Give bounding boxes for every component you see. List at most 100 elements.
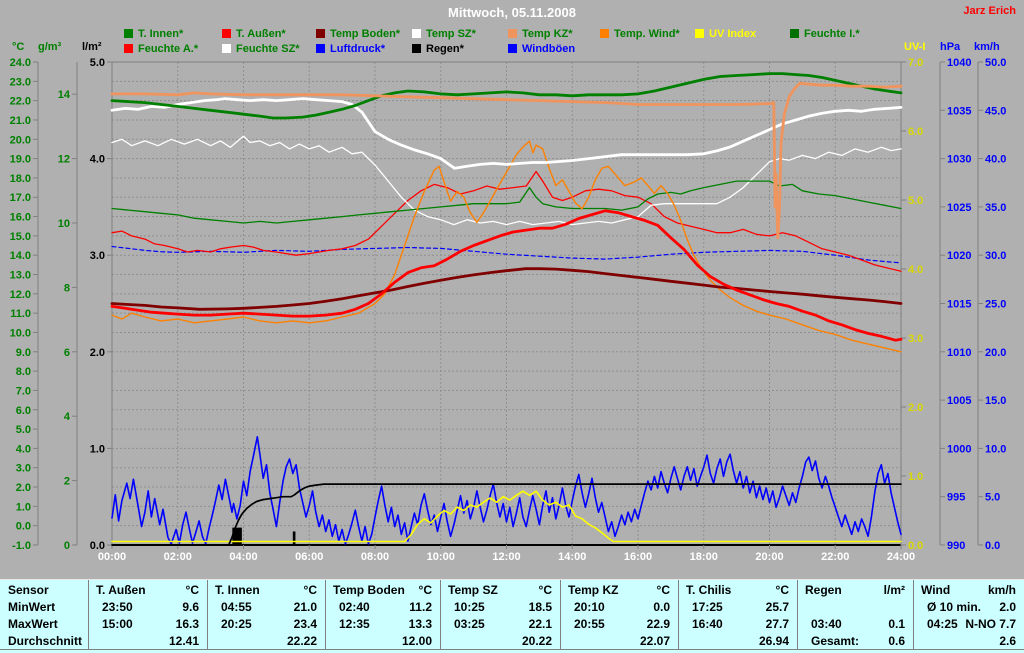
sensor-value: 18.5 — [528, 600, 552, 614]
table-divider — [797, 580, 798, 649]
svg-text:2.0: 2.0 — [16, 482, 31, 494]
svg-text:-1.0: -1.0 — [12, 540, 31, 552]
sensor-name: Temp KZ — [568, 583, 619, 597]
legend-swatch-icon — [790, 29, 799, 38]
svg-text:10:00: 10:00 — [427, 551, 455, 563]
table-row-label: MinWert — [8, 600, 56, 614]
svg-text:30.0: 30.0 — [985, 250, 1006, 262]
sensor-value: 21.0 — [293, 600, 317, 614]
svg-text:0: 0 — [64, 540, 70, 552]
svg-text:4.0: 4.0 — [908, 264, 923, 276]
series-windboeen — [111, 435, 902, 545]
sensor-time: Ø 10 min. — [927, 600, 982, 614]
svg-text:15.0: 15.0 — [10, 231, 31, 243]
table-divider — [678, 580, 679, 649]
sensor-unit: °C — [418, 583, 432, 597]
sensor-table: Sensor MinWert MaxWert Durchschnitt T. Außen… — [0, 579, 1024, 653]
legend-swatch-icon — [316, 29, 325, 38]
svg-text:24.0: 24.0 — [10, 57, 31, 69]
series-t_aussen — [110, 209, 903, 342]
chart-title: Mittwoch, 05.11.2008 — [448, 5, 576, 20]
svg-text:995: 995 — [947, 492, 965, 504]
svg-text:19.0: 19.0 — [10, 154, 31, 166]
sensor-unit: °C — [775, 583, 789, 597]
legend-label: Temp. Wind* — [614, 28, 680, 40]
legend-label: Feuchte A.* — [138, 43, 199, 55]
svg-text:1030: 1030 — [947, 154, 971, 166]
series-regen — [111, 483, 902, 546]
table-row-label: Sensor — [8, 583, 49, 597]
svg-text:10: 10 — [58, 218, 70, 230]
legend-label: Temp SZ* — [426, 28, 476, 40]
legend-label: Regen* — [426, 43, 464, 55]
legend-swatch-icon — [412, 29, 421, 38]
sensor-value: N-NO 7.7 — [965, 617, 1016, 631]
y-axes: 24.023.022.021.020.019.018.017.016.015.0… — [10, 57, 1007, 552]
sensor-time: 04:55 — [221, 600, 252, 614]
svg-text:6: 6 — [64, 347, 70, 359]
svg-text:0.0: 0.0 — [985, 540, 1000, 552]
svg-text:5.0: 5.0 — [908, 195, 923, 207]
svg-text:9.0: 9.0 — [16, 347, 31, 359]
svg-text:4.0: 4.0 — [90, 154, 105, 166]
axis-unit-left-0: °C — [12, 41, 25, 53]
svg-text:3.0: 3.0 — [16, 463, 31, 475]
svg-text:40.0: 40.0 — [985, 154, 1006, 166]
series-uv_index — [111, 490, 902, 543]
legend-swatch-icon — [695, 29, 704, 38]
table-bottom-line — [0, 649, 1024, 650]
sensor-value: 0.0 — [653, 600, 670, 614]
sensor-unit: °C — [538, 583, 552, 597]
svg-text:6.0: 6.0 — [16, 405, 31, 417]
legend-swatch-icon — [600, 29, 609, 38]
series-luftdruck — [111, 245, 902, 264]
svg-text:8: 8 — [64, 282, 70, 294]
svg-text:4.0: 4.0 — [16, 443, 31, 455]
axis-unit-right-2: km/h — [974, 41, 1000, 53]
legend-label: Feuchte SZ* — [236, 43, 300, 55]
sensor-value: 2.6 — [999, 634, 1016, 648]
legend-label: T. Innen* — [138, 28, 184, 40]
sensor-value: 22.1 — [528, 617, 552, 631]
svg-text:0.0: 0.0 — [16, 521, 31, 533]
chart-plot: 24.023.022.021.020.019.018.017.016.015.0… — [10, 57, 1007, 563]
svg-text:23.0: 23.0 — [10, 76, 31, 88]
sensor-name: Temp SZ — [448, 583, 498, 597]
series-temp_boden — [110, 267, 903, 311]
axis-unit-left-2: l/m² — [82, 41, 102, 53]
sensor-value: 22.07 — [639, 634, 670, 648]
sensor-value: 0.1 — [888, 617, 905, 631]
sensor-time: 04:25 — [927, 617, 958, 631]
sensor-value: 11.2 — [409, 600, 432, 614]
svg-text:12.0: 12.0 — [10, 289, 31, 301]
sensor-value: 27.7 — [765, 617, 789, 631]
sensor-value: 22.22 — [286, 634, 317, 648]
sensor-unit: l/m² — [883, 583, 905, 597]
sensor-time: 17:25 — [692, 600, 723, 614]
svg-text:2.0: 2.0 — [90, 347, 105, 359]
svg-text:1000: 1000 — [947, 443, 971, 455]
svg-text:08:00: 08:00 — [361, 551, 389, 563]
svg-text:00:00: 00:00 — [98, 551, 126, 563]
legend-swatch-icon — [124, 44, 133, 53]
legend-label: Windböen — [522, 43, 576, 55]
sensor-value: 9.6 — [182, 600, 199, 614]
legend-swatch-icon — [316, 44, 325, 53]
sensor-value: 20.22 — [521, 634, 552, 648]
svg-text:12:00: 12:00 — [492, 551, 520, 563]
sensor-time: 20:55 — [574, 617, 605, 631]
svg-text:3.0: 3.0 — [908, 333, 923, 345]
svg-text:5.0: 5.0 — [90, 57, 105, 69]
sensor-name: T. Außen — [96, 583, 146, 597]
svg-text:3.0: 3.0 — [90, 250, 105, 262]
sensor-value: 26.94 — [758, 634, 789, 648]
svg-text:16:00: 16:00 — [624, 551, 652, 563]
legend-swatch-icon — [508, 44, 517, 53]
svg-text:18:00: 18:00 — [690, 551, 718, 563]
table-divider — [325, 580, 326, 649]
svg-text:1.0: 1.0 — [90, 443, 105, 455]
svg-text:20:00: 20:00 — [755, 551, 783, 563]
sensor-name: T. Innen — [215, 583, 260, 597]
svg-text:10.0: 10.0 — [985, 443, 1006, 455]
sensor-time: 03:40 — [811, 617, 842, 631]
